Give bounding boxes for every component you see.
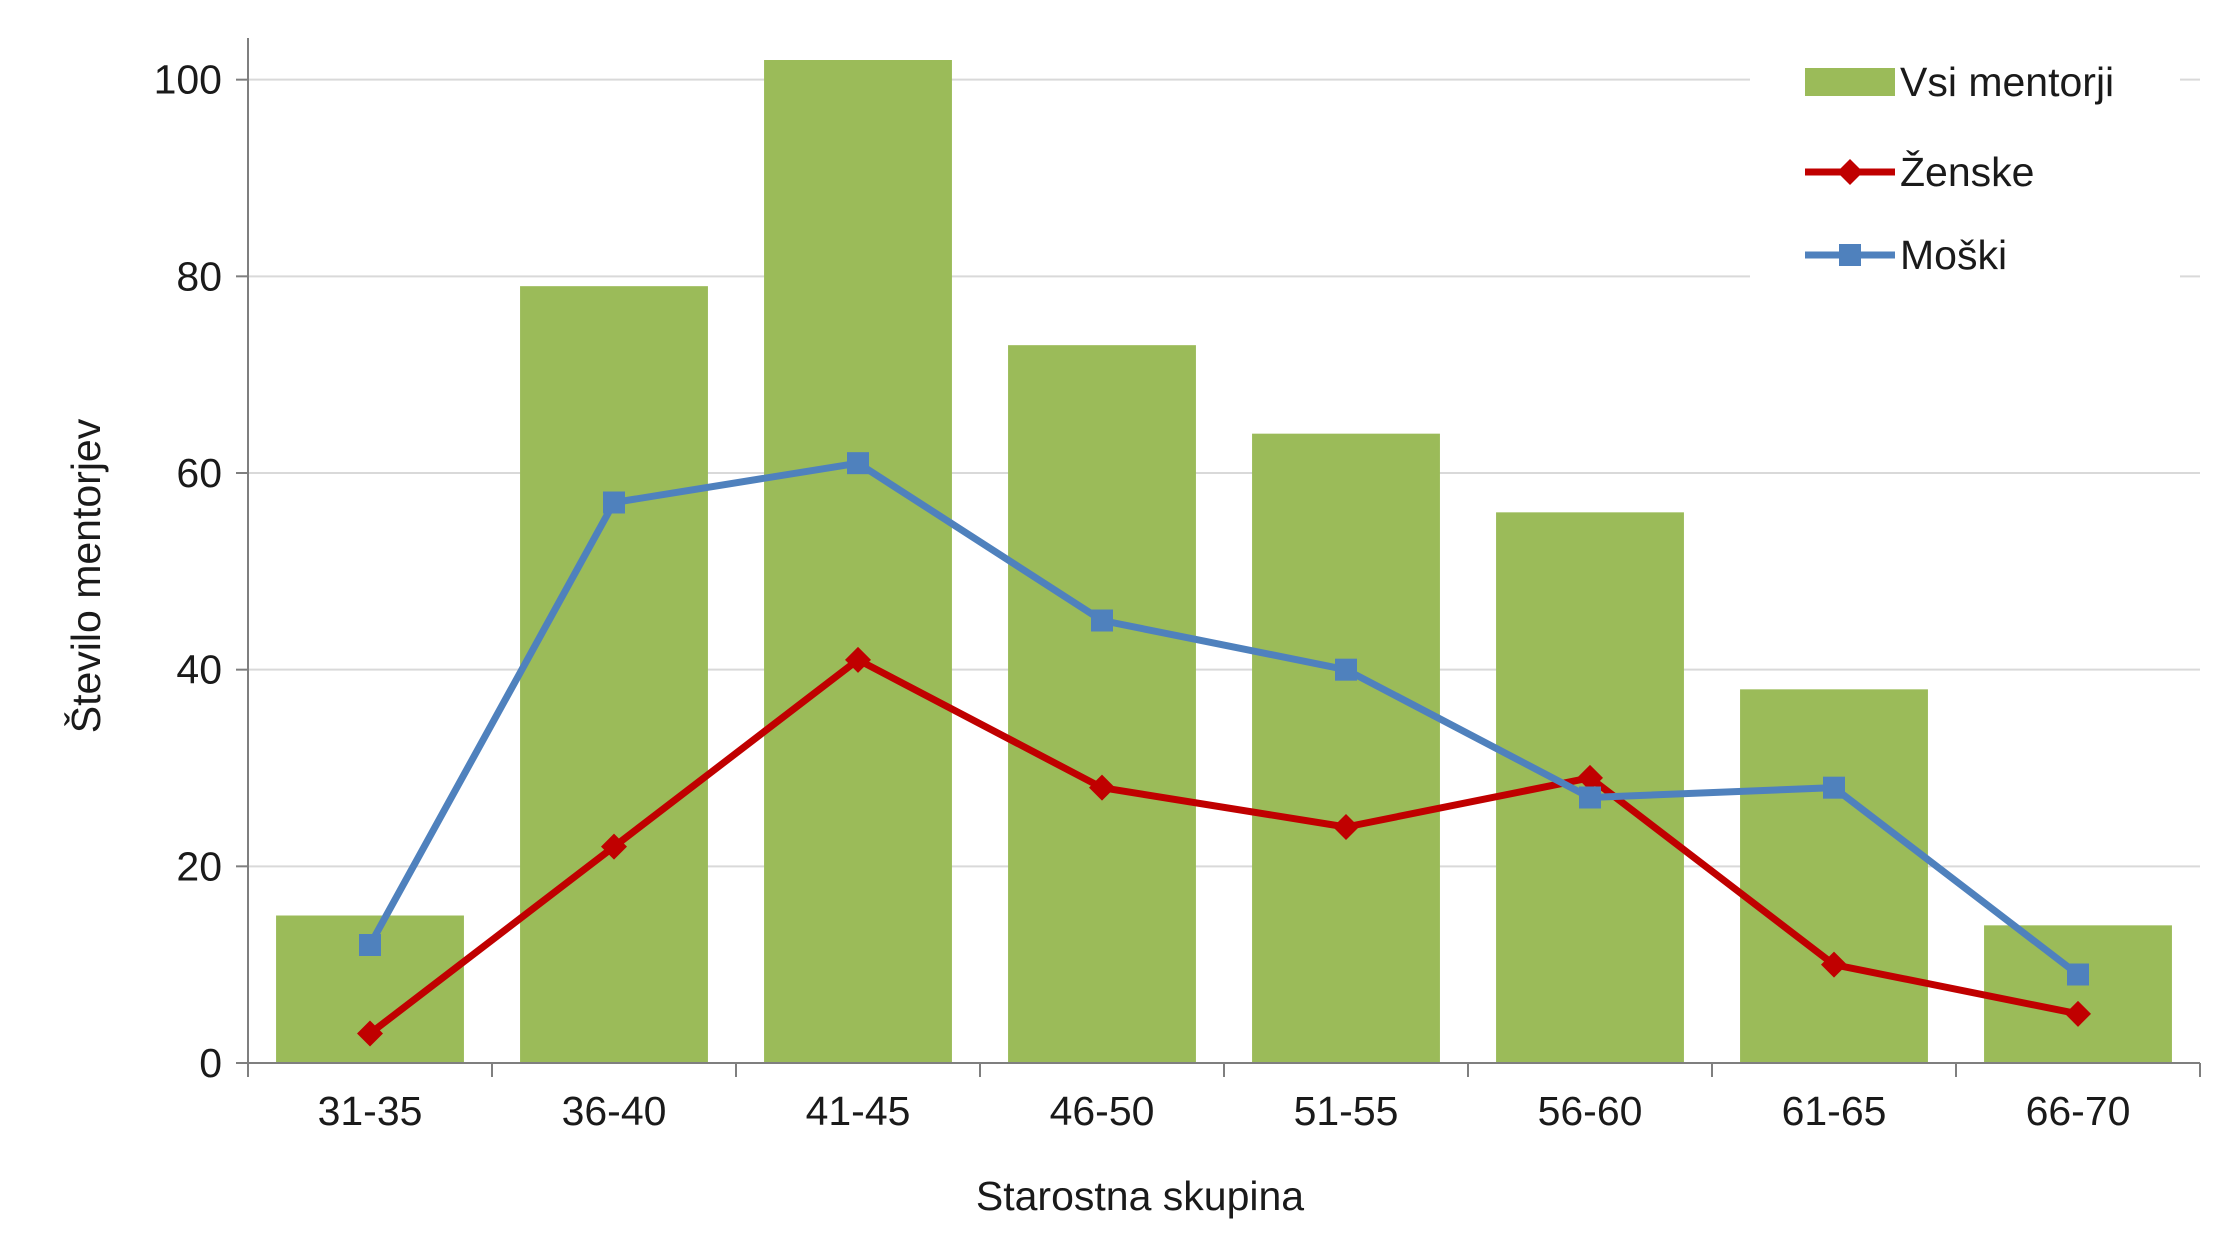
- x-tick-label: 56-60: [1538, 1088, 1643, 1134]
- y-tick-label: 0: [199, 1040, 222, 1086]
- point-zenske: [1577, 764, 1603, 791]
- point-moski: [847, 452, 869, 475]
- x-tick-labels: 31-35 36-40 41-45 46-50 51-55 56-60 61-65 66-70: [318, 1088, 2131, 1134]
- y-tick-label: 60: [176, 450, 222, 496]
- x-tick-label: 46-50: [1050, 1088, 1155, 1134]
- point-zenske: [845, 646, 871, 673]
- bar: [520, 286, 708, 1064]
- point-zenske: [1089, 774, 1115, 801]
- legend-marker-zenske: [1837, 159, 1863, 185]
- y-axis-title: Število mentorjev: [63, 418, 109, 733]
- x-tick-label: 51-55: [1294, 1088, 1399, 1134]
- legend-swatch-vsi-mentorji: [1805, 68, 1895, 96]
- y-tick-label: 40: [176, 647, 222, 693]
- bars: [276, 60, 2172, 1064]
- point-zenske: [357, 1020, 383, 1047]
- y-tick-labels: 0 20 40 60 80 100: [154, 57, 222, 1086]
- legend-label-vsi-mentorji: Vsi mentorji: [1900, 59, 2114, 105]
- legend-label-zenske: Ženske: [1900, 149, 2034, 195]
- point-moski: [603, 491, 625, 514]
- point-moski: [1335, 658, 1357, 681]
- y-tick-label: 100: [154, 57, 222, 103]
- bar: [1984, 925, 2172, 1063]
- legend: Vsi mentorji Ženske Moški: [1750, 40, 2180, 280]
- point-zenske: [1821, 951, 1847, 978]
- bar: [1740, 689, 1928, 1063]
- axes: [236, 38, 2201, 1077]
- point-moski: [359, 934, 381, 956]
- x-tick-label: 31-35: [318, 1088, 423, 1134]
- x-axis-title: Starostna skupina: [976, 1173, 1304, 1219]
- x-tick-label: 61-65: [1782, 1088, 1887, 1134]
- y-tick-label: 80: [176, 253, 222, 299]
- legend-label-moski: Moški: [1900, 232, 2007, 278]
- lines: [357, 452, 2091, 1047]
- point-zenske: [2065, 1000, 2091, 1027]
- y-tick-label: 20: [176, 843, 222, 889]
- x-tick-label: 66-70: [2026, 1088, 2131, 1134]
- point-zenske: [1333, 814, 1359, 840]
- point-moski: [1091, 609, 1113, 632]
- bar: [764, 60, 952, 1063]
- point-zenske: [601, 833, 627, 860]
- point-moski: [1823, 776, 1845, 799]
- point-moski: [2067, 963, 2089, 986]
- series-line-moski: [366, 459, 2081, 978]
- series-line-zenske: [367, 656, 2079, 1037]
- x-tick-label: 36-40: [562, 1088, 667, 1134]
- x-tick-label: 41-45: [806, 1088, 911, 1134]
- legend-marker-moski: [1839, 244, 1861, 266]
- bar: [1008, 345, 1196, 1064]
- bar: [1252, 433, 1440, 1064]
- point-moski: [1579, 786, 1601, 809]
